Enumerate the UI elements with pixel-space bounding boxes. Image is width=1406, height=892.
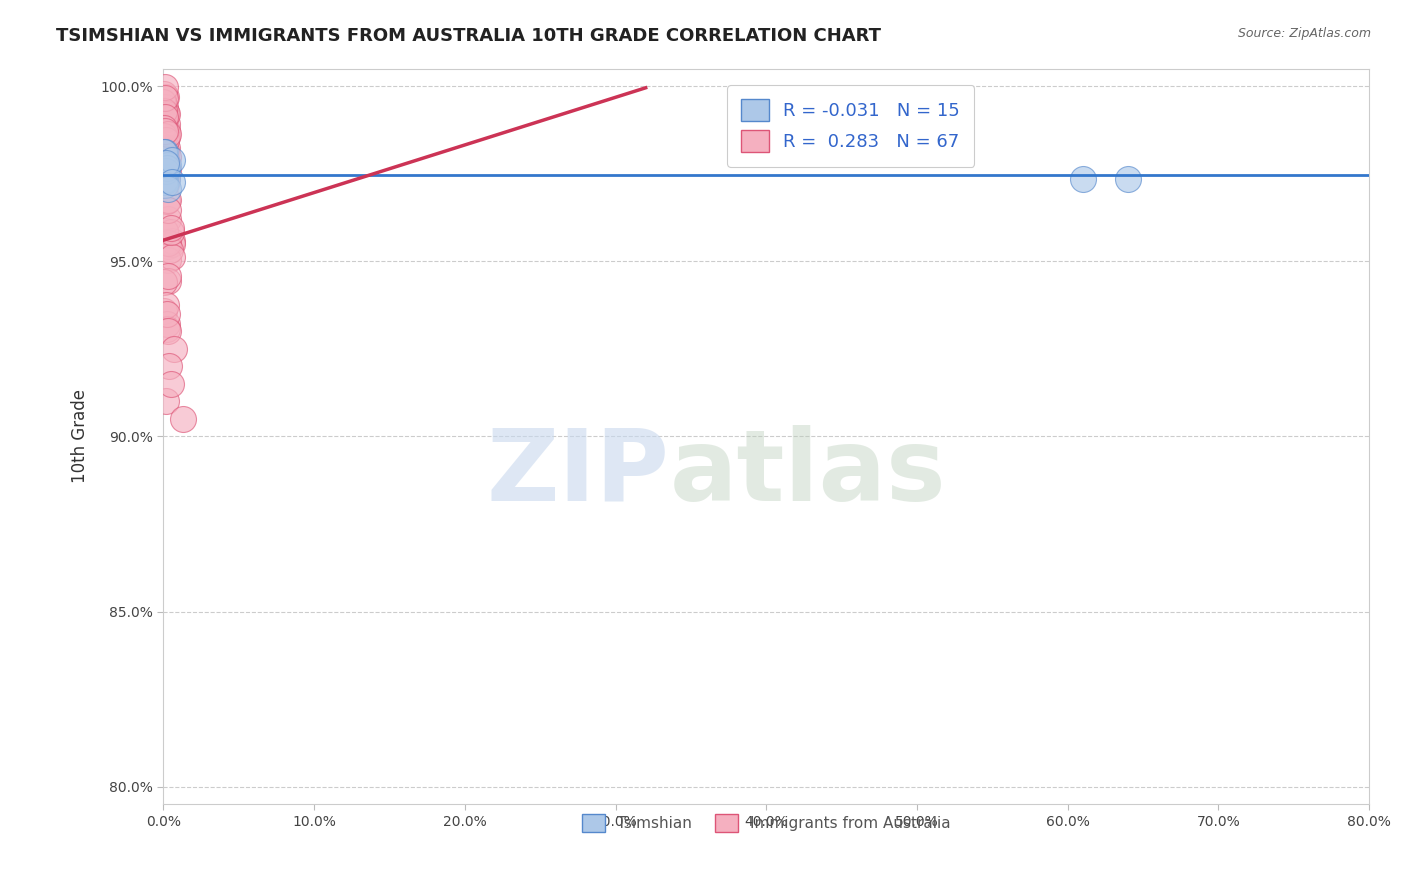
Point	[155, 156, 177, 170]
Point	[156, 322, 179, 336]
Point	[155, 133, 177, 147]
Point	[157, 268, 180, 283]
Point	[156, 324, 179, 338]
Point	[156, 235, 179, 249]
Point	[153, 303, 176, 318]
Point	[160, 220, 183, 235]
Point	[153, 164, 176, 178]
Point	[155, 224, 177, 238]
Point	[156, 239, 179, 253]
Point	[155, 152, 177, 166]
Text: TSIMSHIAN VS IMMIGRANTS FROM AUSTRALIA 10TH GRADE CORRELATION CHART: TSIMSHIAN VS IMMIGRANTS FROM AUSTRALIA 1…	[56, 27, 882, 45]
Point	[159, 243, 181, 257]
Point	[155, 104, 177, 119]
Point	[152, 95, 174, 110]
Point	[155, 108, 177, 122]
Point	[1071, 172, 1094, 186]
Point	[155, 177, 177, 191]
Point	[156, 163, 179, 178]
Point	[153, 87, 176, 101]
Point	[152, 275, 174, 289]
Point	[157, 235, 180, 250]
Point	[155, 100, 177, 114]
Point	[156, 117, 179, 131]
Point	[156, 158, 179, 172]
Point	[152, 120, 174, 134]
Point	[153, 121, 176, 136]
Point	[172, 412, 194, 426]
Point	[156, 307, 179, 321]
Point	[153, 151, 176, 165]
Point	[156, 274, 179, 288]
Point	[156, 123, 179, 137]
Point	[162, 234, 184, 248]
Point	[155, 112, 177, 127]
Point	[153, 104, 176, 119]
Point	[156, 181, 179, 195]
Point	[155, 144, 177, 158]
Point	[155, 178, 177, 193]
Point	[155, 173, 177, 187]
Point	[157, 253, 180, 268]
Point	[153, 118, 176, 132]
Point	[163, 342, 186, 356]
Point	[153, 108, 176, 122]
Point	[153, 145, 176, 160]
Point	[156, 130, 179, 145]
Legend: Tsimshian, Immigrants from Australia: Tsimshian, Immigrants from Australia	[569, 801, 963, 845]
Point	[160, 376, 183, 391]
Point	[153, 121, 176, 136]
Point	[155, 394, 177, 409]
Point	[155, 158, 177, 172]
Point	[153, 175, 176, 189]
Point	[155, 298, 177, 312]
Point	[155, 90, 177, 104]
Point	[157, 194, 180, 208]
Point	[153, 91, 176, 105]
Point	[156, 211, 179, 226]
Point	[162, 175, 184, 189]
Point	[156, 173, 179, 187]
Point	[156, 161, 179, 175]
Point	[153, 111, 176, 125]
Point	[153, 167, 176, 181]
Point	[157, 359, 180, 374]
Point	[153, 129, 176, 144]
Point	[157, 202, 180, 217]
Point	[156, 107, 179, 121]
Point	[155, 155, 177, 169]
Point	[155, 170, 177, 185]
Point	[160, 153, 183, 167]
Point	[157, 127, 180, 141]
Y-axis label: 10th Grade: 10th Grade	[72, 390, 89, 483]
Point	[157, 150, 180, 164]
Point	[160, 236, 183, 251]
Text: atlas: atlas	[669, 425, 946, 522]
Point	[159, 225, 181, 239]
Point	[156, 318, 179, 332]
Point	[153, 80, 176, 95]
Point	[162, 250, 184, 264]
Point	[153, 104, 176, 119]
Point	[153, 124, 176, 138]
Text: Source: ZipAtlas.com: Source: ZipAtlas.com	[1237, 27, 1371, 40]
Point	[155, 121, 177, 136]
Point	[156, 141, 179, 155]
Point	[156, 194, 179, 208]
Text: ZIP: ZIP	[486, 425, 669, 522]
Point	[1116, 172, 1139, 186]
Point	[153, 145, 176, 160]
Point	[155, 164, 177, 178]
